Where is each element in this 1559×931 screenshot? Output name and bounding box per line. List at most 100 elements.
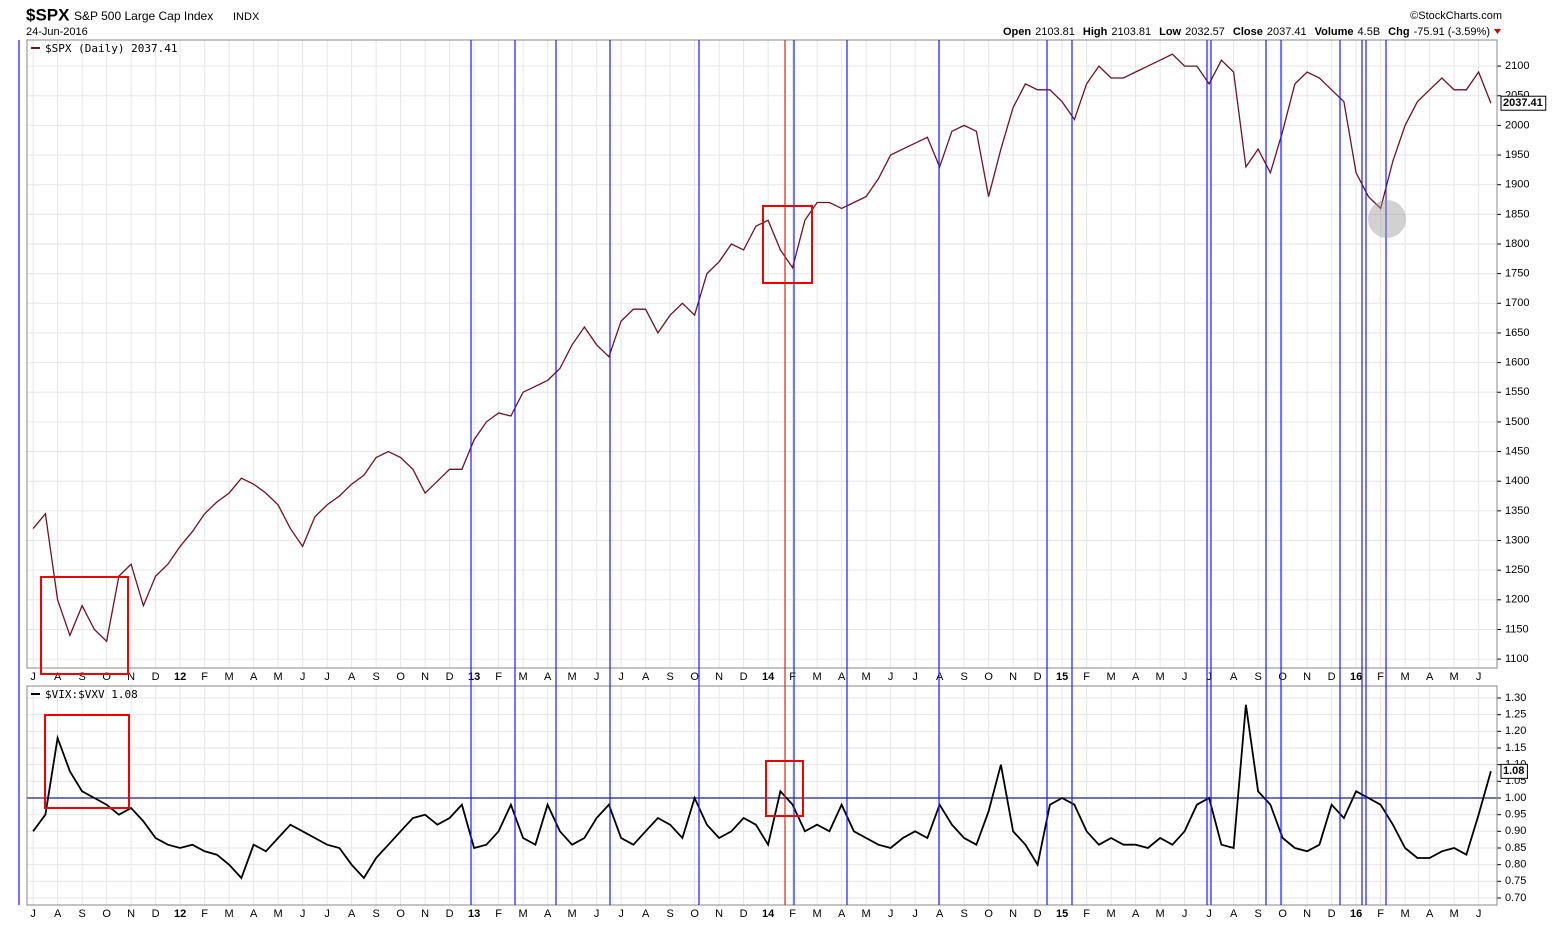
x-tick-label: O [690,908,699,920]
x-tick-label: 16 [1350,671,1362,683]
x-tick-label: A [348,671,356,683]
y-tick-label: 2100 [1505,60,1529,72]
x-tick-label: J [300,908,306,920]
x-tick-label: O [690,671,699,683]
x-tick-label: M [862,908,871,920]
x-tick-label: N [421,671,429,683]
x-tick-label: D [740,908,748,920]
x-tick-label: N [127,908,135,920]
x-tick-label: A [250,908,258,920]
x-tick-label: S [666,908,673,920]
y-tick-label: 1650 [1505,327,1529,339]
x-tick-label: S [1254,671,1261,683]
y-tick-label: 1250 [1505,564,1529,576]
x-tick-label: O [1278,671,1287,683]
x-tick-label: M [813,671,822,683]
quote-value: 2032.57 [1185,26,1225,38]
x-tick-label: J [618,908,624,920]
highlight-circle [1368,200,1406,238]
y-tick-label: 1.25 [1505,709,1526,721]
x-tick-label: A [1426,671,1434,683]
y-tick-label: 2000 [1505,119,1529,131]
legend-label: $SPX (Daily) 2037.41 [45,42,177,55]
x-tick-label: N [127,671,135,683]
x-tick-label: M [225,671,234,683]
x-tick-label: O [984,908,993,920]
x-tick-label: F [789,671,796,683]
y-tick-label: 1.00 [1505,792,1526,804]
y-tick-label: 0.80 [1505,859,1526,871]
x-tick-label: F [1083,671,1090,683]
x-tick-label: J [30,671,36,683]
x-tick-label: A [250,671,258,683]
x-tick-label: D [152,908,160,920]
y-tick-label: 1300 [1505,534,1529,546]
x-tick-label: A [544,908,552,920]
y-tick-label: 1550 [1505,386,1529,398]
y-tick-label: 0.95 [1505,809,1526,821]
x-tick-label: A [1426,908,1434,920]
x-tick-label: F [495,671,502,683]
last-value-box [1500,95,1547,111]
y-tick-label: 1600 [1505,357,1529,369]
down-arrow [1494,29,1501,34]
x-tick-label: A [838,908,846,920]
quote-value: 2103.81 [1111,26,1151,38]
x-tick-label: 12 [174,671,186,683]
quote-value: -75.91 (-3.59%) [1414,26,1490,38]
y-tick-label: 0.70 [1505,892,1526,904]
source: ©StockCharts.com [1410,10,1502,22]
x-tick-label: N [715,908,723,920]
symbol: $SPX [26,5,70,24]
highlight-box [765,760,804,817]
quote-label: High [1083,26,1108,38]
x-tick-label: M [1450,908,1459,920]
x-tick-label: J [594,671,600,683]
x-tick-label: M [274,908,283,920]
x-tick-label: O [102,908,111,920]
x-tick-label: J [1476,908,1482,920]
y-tick-label: 1.15 [1505,742,1526,754]
x-tick-label: M [1401,908,1410,920]
x-tick-label: F [1377,908,1384,920]
x-tick-label: A [642,671,650,683]
x-tick-label: O [396,908,405,920]
x-tick-label: S [78,671,85,683]
x-tick-label: N [715,671,723,683]
x-tick-label: D [1328,908,1336,920]
x-tick-label: M [274,671,283,683]
panel-frame [26,39,1498,669]
x-tick-label: S [372,908,379,920]
x-tick-label: M [1107,671,1116,683]
x-tick-label: N [421,908,429,920]
x-tick-label: O [984,671,993,683]
x-tick-label: A [1132,908,1140,920]
x-tick-label: S [1254,908,1261,920]
x-tick-label: J [324,671,330,683]
y-tick-label: 1.20 [1505,725,1526,737]
highlight-box [762,205,813,284]
quote: -75.91 (-3.59%) Chg 4.5B Volume 2037.41 Close… [1003,26,1490,38]
exchange: INDX [233,11,260,23]
quote-label: Close [1233,26,1263,38]
x-tick-label: D [152,671,160,683]
index-name: S&P 500 Large Cap Index [74,9,213,23]
x-tick-label: J [888,671,894,683]
y-tick-label: 1450 [1505,445,1529,457]
quote-value: 2037.41 [1267,26,1307,38]
x-tick-label: 13 [468,671,480,683]
x-tick-label: S [960,908,967,920]
y-tick-label: 0.75 [1505,875,1526,887]
quote-value: 2103.81 [1035,26,1075,38]
x-tick-label: A [54,908,62,920]
x-tick-label: S [960,671,967,683]
y-tick-label: 1.30 [1505,692,1526,704]
x-tick-label: M [1107,908,1116,920]
x-tick-label: M [1156,908,1165,920]
x-tick-label: M [813,908,822,920]
y-tick-label: 0.85 [1505,842,1526,854]
y-tick-label: 1800 [1505,238,1529,250]
x-tick-label: A [1132,671,1140,683]
